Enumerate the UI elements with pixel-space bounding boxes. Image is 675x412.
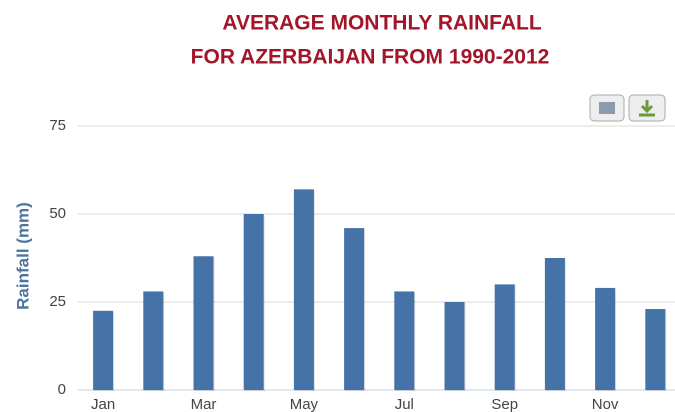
bar — [193, 256, 214, 390]
bar — [293, 189, 314, 390]
y-tick-label: 25 — [49, 293, 66, 310]
print-button[interactable] — [589, 94, 625, 122]
x-tick-label: May — [290, 396, 319, 412]
chart-title: FOR AZERBAIJAN FROM 1990-2012 — [191, 46, 550, 69]
bar — [143, 291, 164, 390]
bar — [544, 258, 565, 390]
bar — [394, 291, 415, 390]
bar — [243, 214, 264, 390]
bar — [444, 302, 465, 390]
x-tick-label: Sep — [491, 396, 518, 412]
y-axis-label: Rainfall (mm) — [13, 202, 32, 310]
bar — [494, 284, 515, 390]
bar — [645, 309, 666, 390]
export-button[interactable] — [628, 94, 666, 122]
chart-title: AVERAGE MONTHLY RAINFALL — [222, 12, 541, 35]
bar — [595, 287, 616, 390]
y-tick-label: 75 — [49, 117, 66, 134]
bar — [93, 310, 114, 390]
x-tick-label: Jan — [91, 396, 115, 412]
x-tick-label: Mar — [191, 396, 217, 412]
x-tick-label: Nov — [592, 396, 619, 412]
x-tick-label: Jul — [395, 396, 414, 412]
bar — [344, 228, 365, 390]
y-tick-label: 0 — [58, 381, 66, 398]
y-tick-label: 50 — [49, 205, 66, 222]
